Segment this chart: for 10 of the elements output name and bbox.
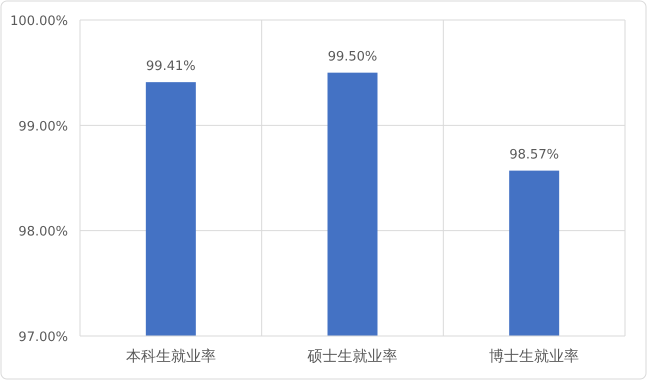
y-tick-label: 97.00%: [18, 330, 68, 345]
data-label: 99.50%: [328, 50, 378, 65]
y-tick-label: 99.00%: [18, 119, 68, 134]
data-label: 99.41%: [146, 59, 196, 74]
data-label: 98.57%: [509, 148, 559, 163]
y-tick-label: 98.00%: [18, 224, 68, 240]
y-tick-label: 100.00%: [10, 14, 68, 29]
x-tick-label: 本科生就业率: [126, 347, 216, 365]
x-tick-label: 硕士生就业率: [306, 347, 398, 365]
x-tick-label: 博士生就业率: [489, 347, 580, 365]
